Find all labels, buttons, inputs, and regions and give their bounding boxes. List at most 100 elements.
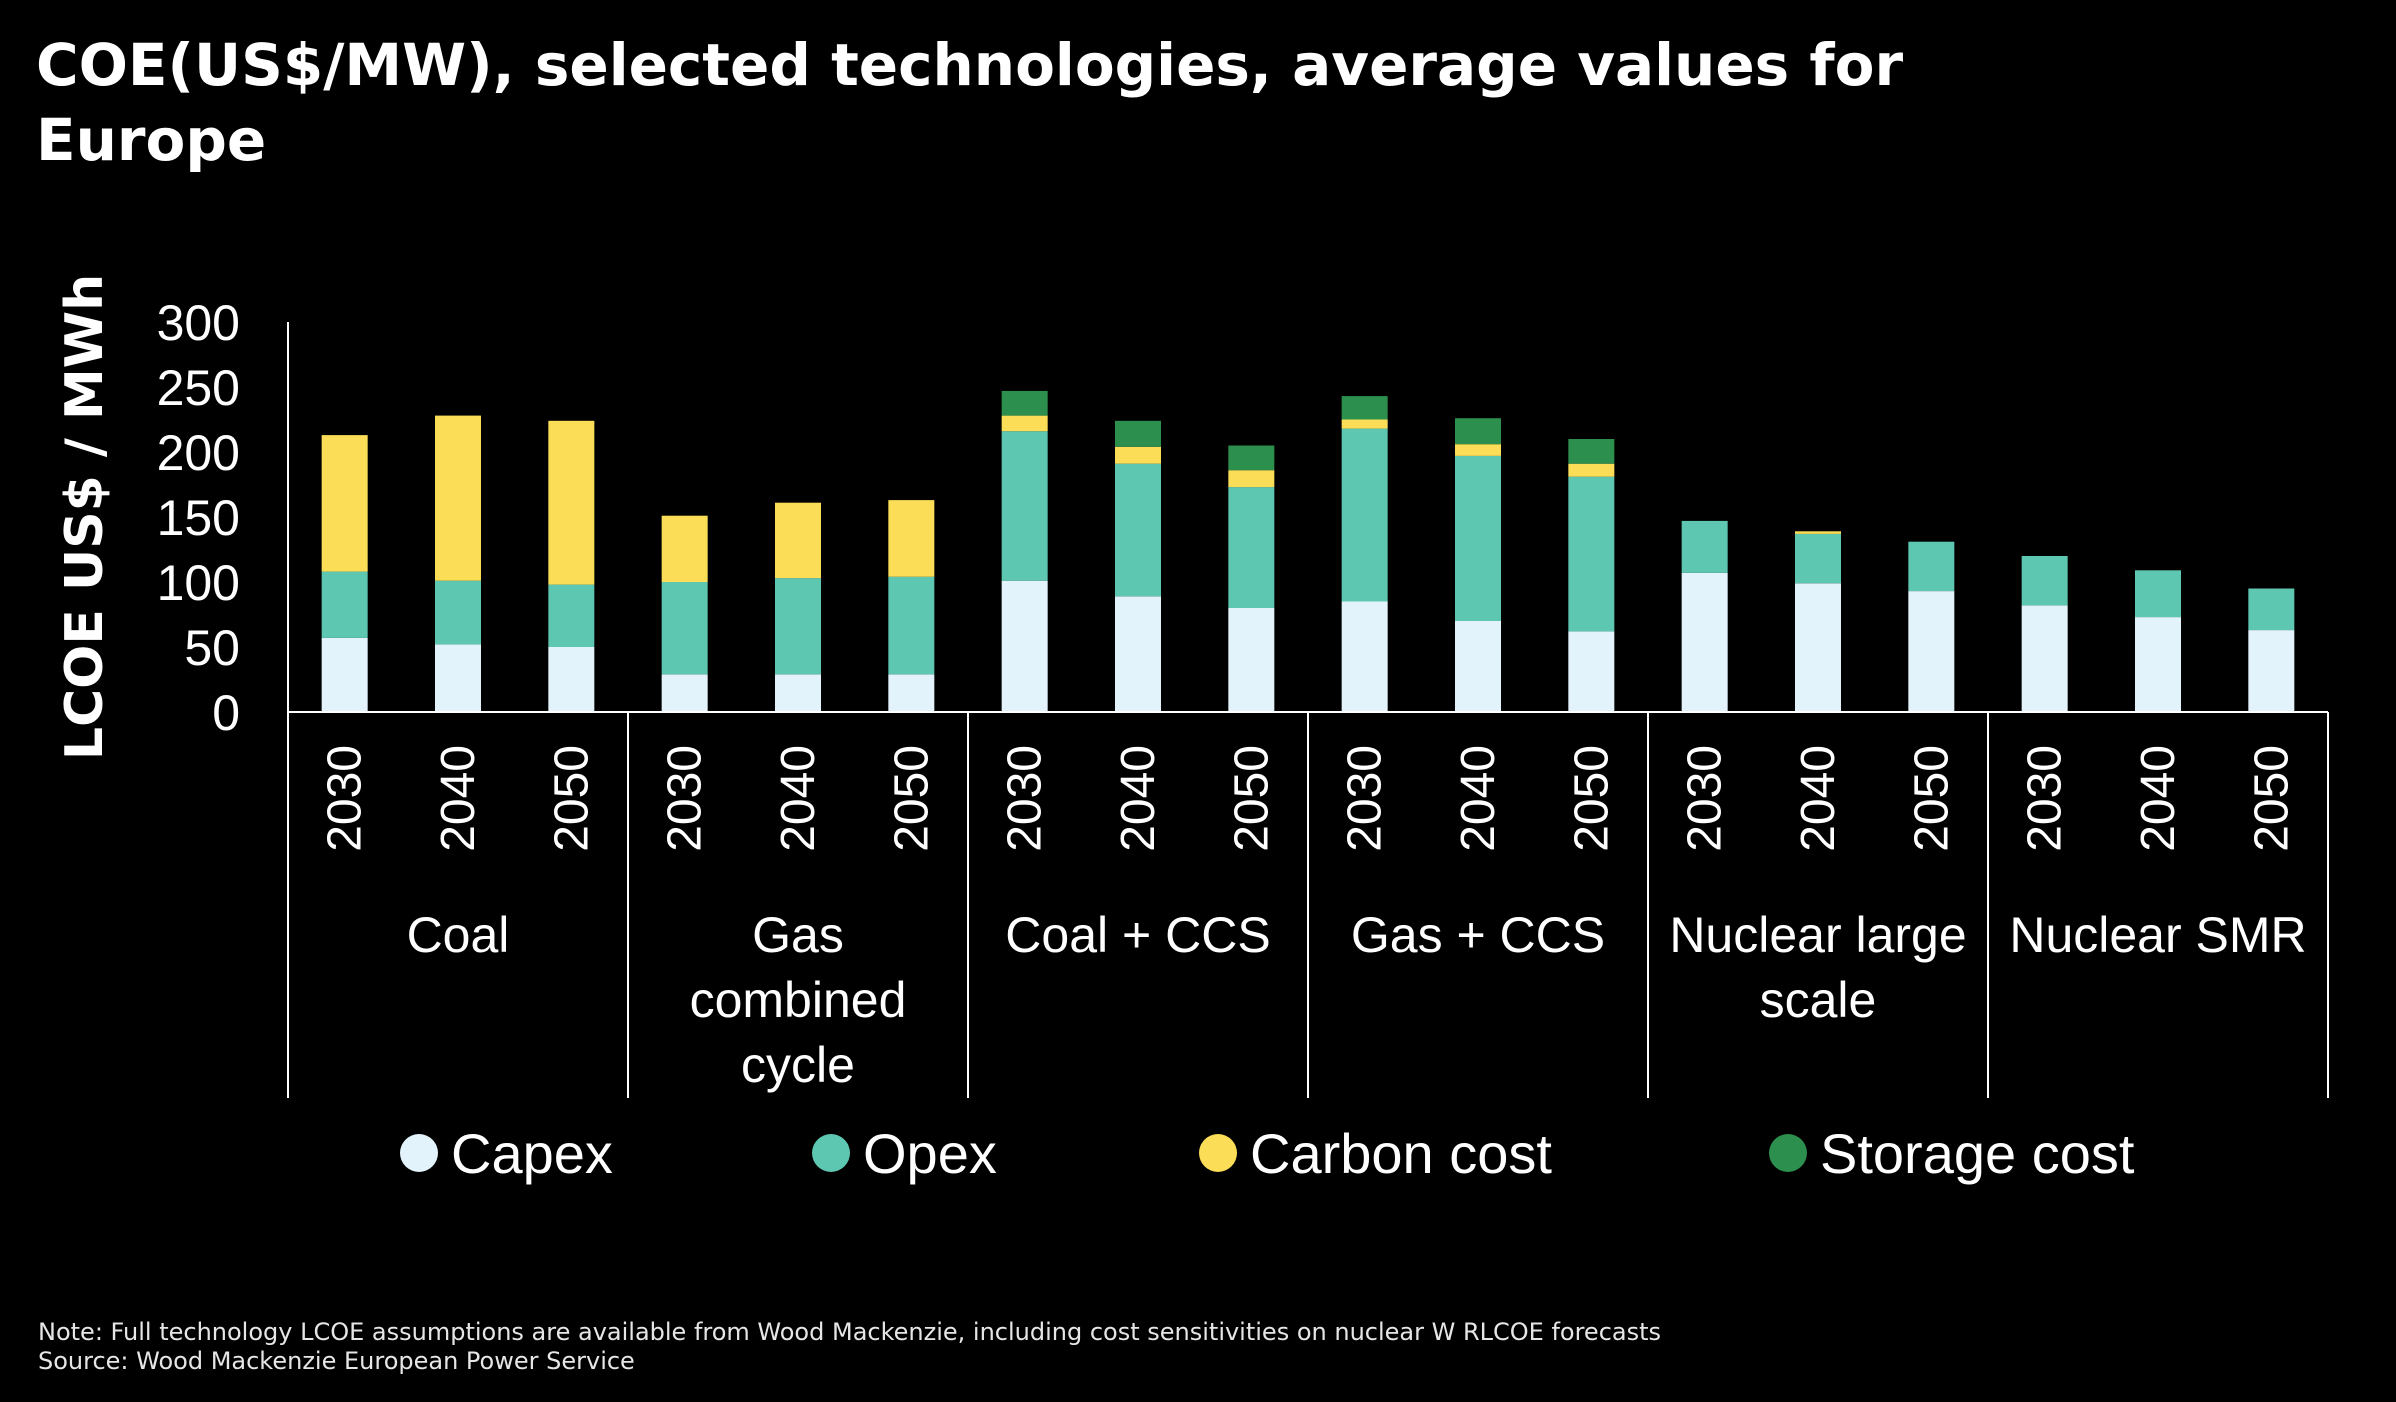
bar-segment-opex	[548, 584, 595, 647]
bar-segment-carbon-cost	[321, 435, 368, 572]
bar-segment-opex	[661, 582, 708, 675]
year-tick-label: 2040	[1452, 745, 1505, 852]
bar-segment-capex	[548, 647, 595, 712]
y-tick-label: 50	[184, 620, 240, 676]
bar-segment-opex	[1455, 455, 1501, 621]
group-label: Coal	[407, 907, 510, 963]
legend-marker	[812, 1134, 850, 1172]
bar-segment-storage-cost	[1001, 390, 1048, 416]
year-tick-label: 2050	[885, 745, 938, 852]
year-tick-label: 2050	[1225, 745, 1278, 852]
legend-marker	[1769, 1134, 1807, 1172]
bar-segment-capex	[2135, 617, 2181, 712]
bar-segment-capex	[1228, 608, 1275, 712]
bar-segment-carbon-cost	[661, 515, 708, 582]
bar-segment-capex	[2248, 630, 2295, 712]
year-tick-label: 2040	[1112, 745, 1165, 852]
bar-segment-capex	[1455, 621, 1501, 712]
year-tick-label: 2040	[2132, 745, 2185, 852]
legend-label: Carbon cost	[1250, 1122, 1552, 1185]
bar-segment-capex	[661, 674, 708, 712]
group-label: Nuclear SMR	[2009, 907, 2306, 963]
bar-segment-opex	[1908, 541, 1955, 592]
bar-segment-storage-cost	[1568, 439, 1615, 464]
y-axis-label: LCOE US$ / MWh	[55, 274, 115, 760]
y-tick-label: 300	[157, 295, 240, 351]
bar-segment-carbon-cost	[775, 502, 821, 579]
bar-segment-carbon-cost	[1568, 463, 1615, 477]
axis-layer	[287, 322, 2329, 1098]
year-tick-label: 2040	[432, 745, 485, 852]
bar-segment-carbon-cost	[1341, 419, 1388, 429]
bar-segment-capex	[1908, 591, 1955, 712]
bar-segment-opex	[1795, 533, 1841, 584]
bar-segment-capex	[1001, 580, 1048, 712]
bar-segment-opex	[435, 580, 481, 645]
y-tick-label: 250	[157, 360, 240, 416]
legend-marker	[400, 1134, 438, 1172]
bar-segment-opex	[888, 576, 935, 675]
bar-segment-opex	[1001, 431, 1048, 581]
legend-label: Capex	[451, 1122, 613, 1185]
legend-label: Opex	[863, 1122, 997, 1185]
bar-segment-opex	[775, 578, 821, 675]
bar-segment-opex	[2135, 570, 2181, 618]
x-labels: 2030 2040 2050 2030 2040 2050 2030 2040 2050 2030…	[319, 745, 2307, 1093]
bar-segment-capex	[2021, 605, 2068, 712]
bar-segment-opex	[1228, 487, 1275, 608]
bar-segment-carbon-cost	[1795, 531, 1841, 534]
bar-segment-carbon-cost	[1115, 446, 1161, 464]
group-label: Coal + CCS	[1005, 907, 1270, 963]
year-tick-label: 2030	[1339, 745, 1392, 852]
bar-segment-capex	[321, 637, 368, 712]
bar-segment-carbon-cost	[1001, 415, 1048, 432]
year-tick-label: 2050	[1565, 745, 1618, 852]
legend-marker	[1199, 1134, 1237, 1172]
bar-segment-opex	[2248, 588, 2295, 631]
year-tick-label: 2050	[2245, 745, 2298, 852]
bar-segment-carbon-cost	[888, 500, 935, 577]
chart-title: COE(US$/MW), selected technologies, aver…	[36, 31, 1904, 174]
bar-segment-capex	[775, 674, 821, 712]
bar-segment-opex	[321, 571, 368, 638]
bar-segment-opex	[1115, 463, 1161, 597]
year-tick-label: 2030	[319, 745, 372, 852]
year-tick-label: 2050	[1905, 745, 1958, 852]
bar-segment-storage-cost	[1228, 445, 1275, 471]
bar-segment-carbon-cost	[435, 415, 481, 581]
bar-segment-capex	[1341, 601, 1388, 712]
y-tick-label: 100	[157, 555, 240, 611]
bar-segment-storage-cost	[1455, 418, 1501, 445]
y-ticks: 0 50 100 150 200 250 300	[157, 295, 240, 741]
legend: Capex Opex Carbon cost Storage cost	[400, 1122, 2135, 1185]
year-tick-label: 2030	[659, 745, 712, 852]
bar-segment-opex	[1568, 476, 1615, 632]
bar-segment-capex	[1795, 583, 1841, 712]
y-tick-label: 150	[157, 490, 240, 546]
bars-layer	[321, 390, 2295, 712]
year-tick-label: 2030	[2019, 745, 2072, 852]
group-label: Gas + CCS	[1351, 907, 1605, 963]
bar-segment-capex	[888, 674, 935, 712]
y-tick-label: 0	[212, 685, 240, 741]
bar-segment-opex	[2021, 556, 2068, 606]
year-tick-label: 2040	[772, 745, 825, 852]
year-tick-label: 2050	[545, 745, 598, 852]
year-tick-label: 2030	[1679, 745, 1732, 852]
footnote-note: Note: Full technology LCOE assumptions a…	[38, 1318, 1662, 1346]
bar-segment-opex	[1681, 520, 1728, 573]
year-tick-label: 2030	[999, 745, 1052, 852]
group-label: Nuclear large scale	[1669, 907, 1966, 1028]
bar-segment-carbon-cost	[1455, 444, 1501, 456]
bar-segment-carbon-cost	[1228, 470, 1275, 488]
footnote-source: Source: Wood Mackenzie European Power Se…	[38, 1347, 635, 1375]
bar-segment-capex	[1681, 572, 1728, 712]
bar-segment-carbon-cost	[548, 420, 595, 585]
group-label: Gas combined cycle	[690, 907, 907, 1093]
bar-segment-storage-cost	[1115, 420, 1161, 447]
bar-segment-capex	[435, 644, 481, 712]
bar-segment-opex	[1341, 428, 1388, 602]
bar-segment-storage-cost	[1341, 396, 1388, 420]
legend-label: Storage cost	[1820, 1122, 2135, 1185]
